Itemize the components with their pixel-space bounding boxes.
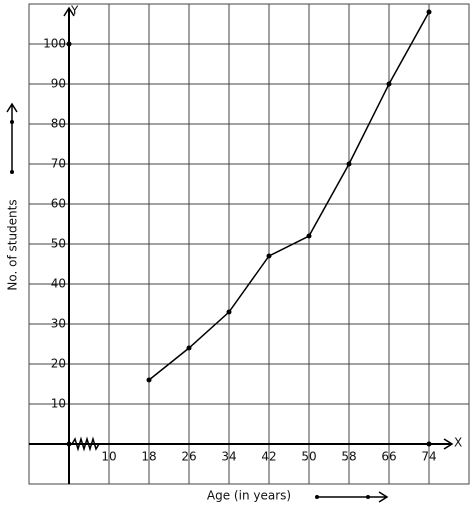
y-tick-label: 30 (51, 317, 66, 331)
x-tick-label: 26 (181, 450, 196, 464)
x-arrow (443, 438, 454, 450)
y-tick-label: 90 (51, 77, 66, 91)
data-point (306, 233, 312, 239)
y-tick-label: 20 (51, 357, 66, 371)
x-tick-label: 66 (381, 450, 396, 464)
axis-break (71, 436, 100, 452)
y-tick-label: 50 (51, 237, 66, 251)
grid (29, 4, 469, 484)
data-point (346, 161, 352, 167)
x-tick-label: 58 (341, 450, 356, 464)
data-point (386, 81, 392, 87)
y-tick-label: 80 (51, 117, 66, 131)
data-point (426, 9, 432, 15)
decor-dot (366, 495, 370, 499)
decor-arrow (6, 102, 18, 172)
decor-arrow (317, 491, 389, 503)
y-tick-label: 60 (51, 197, 66, 211)
axis-dot (66, 41, 72, 47)
x-tick-label: 42 (261, 450, 276, 464)
decor-dot (10, 120, 14, 124)
axis-dot (426, 441, 432, 447)
data-point (146, 377, 152, 383)
y-tick-label: 70 (51, 157, 66, 171)
origin-dot (66, 441, 72, 447)
x-tick-label: 10 (101, 450, 116, 464)
y-axis-letter: Y (70, 4, 79, 18)
x-tick-label: 50 (301, 450, 316, 464)
y-tick-label: 10 (51, 397, 66, 411)
data-line (148, 11, 430, 381)
y-arrow (63, 6, 75, 17)
data-point (186, 345, 192, 351)
y-tick-label: 100 (43, 37, 66, 51)
decor-dot (10, 170, 14, 174)
x-axis-label: Age (in years) (207, 489, 291, 503)
x-tick-label: 34 (221, 450, 236, 464)
x-tick-label: 74 (421, 450, 436, 464)
y-tick-label: 40 (51, 277, 66, 291)
data-point (266, 253, 272, 259)
x-tick-label: 18 (141, 450, 156, 464)
data-point (226, 309, 232, 315)
decor-dot (315, 495, 319, 499)
y-axis-label: No. of students (6, 199, 20, 290)
x-axis-letter: X (454, 436, 462, 450)
